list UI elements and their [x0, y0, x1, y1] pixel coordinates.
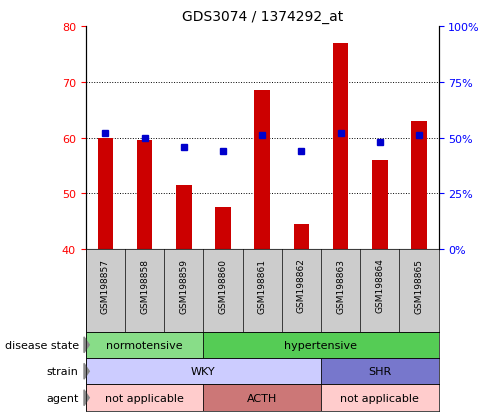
- Text: not applicable: not applicable: [105, 393, 184, 403]
- Bar: [321, 358, 439, 385]
- Bar: [98, 138, 113, 250]
- Bar: [254, 91, 270, 250]
- Text: agent: agent: [47, 393, 79, 403]
- Bar: [176, 185, 192, 250]
- Polygon shape: [84, 390, 89, 406]
- Text: GSM198864: GSM198864: [375, 258, 384, 313]
- Polygon shape: [84, 363, 89, 379]
- Text: disease state: disease state: [4, 340, 79, 350]
- Text: normotensive: normotensive: [106, 340, 183, 350]
- Bar: [86, 358, 321, 385]
- Bar: [137, 141, 152, 250]
- Bar: [86, 385, 203, 411]
- Bar: [321, 385, 439, 411]
- Text: SHR: SHR: [368, 366, 392, 376]
- Text: GSM198858: GSM198858: [140, 258, 149, 313]
- Bar: [411, 121, 427, 250]
- Text: GSM198863: GSM198863: [336, 258, 345, 313]
- Bar: [372, 161, 388, 250]
- Text: hypertensive: hypertensive: [285, 340, 357, 350]
- Text: ACTH: ACTH: [247, 393, 277, 403]
- Polygon shape: [84, 337, 89, 353]
- Text: not applicable: not applicable: [341, 393, 419, 403]
- Bar: [215, 208, 231, 250]
- Bar: [294, 225, 309, 250]
- Bar: [86, 332, 203, 358]
- Text: GSM198860: GSM198860: [219, 258, 227, 313]
- Text: GSM198859: GSM198859: [179, 258, 188, 313]
- Text: WKY: WKY: [191, 366, 216, 376]
- Text: GSM198857: GSM198857: [101, 258, 110, 313]
- Title: GDS3074 / 1374292_at: GDS3074 / 1374292_at: [181, 10, 343, 24]
- Text: GSM198865: GSM198865: [415, 258, 423, 313]
- Bar: [333, 43, 348, 250]
- Text: strain: strain: [47, 366, 79, 376]
- Text: GSM198861: GSM198861: [258, 258, 267, 313]
- Bar: [203, 385, 321, 411]
- Bar: [203, 332, 439, 358]
- Text: GSM198862: GSM198862: [297, 258, 306, 313]
